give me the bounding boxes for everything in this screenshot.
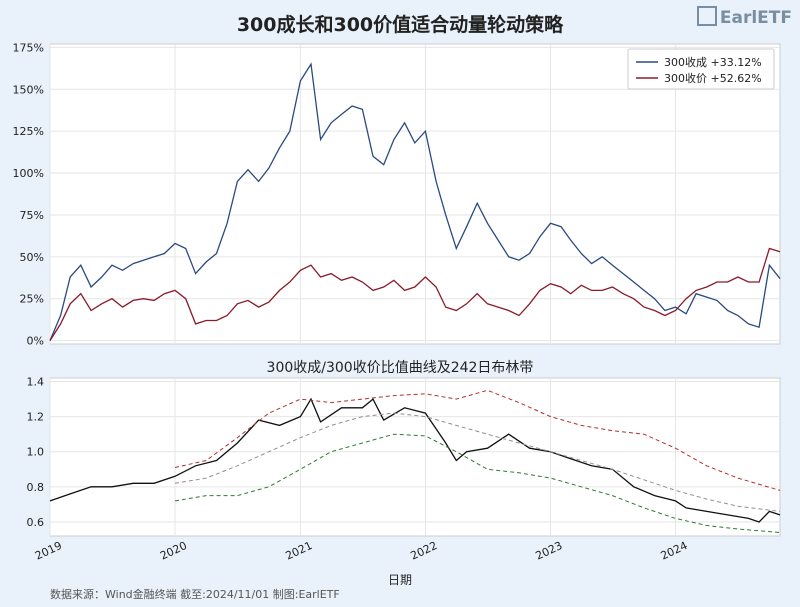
x-tick-label: 2023 bbox=[534, 539, 565, 563]
y-tick-label: 175% bbox=[13, 41, 44, 54]
plot-area bbox=[49, 377, 781, 537]
series-line-中轨 bbox=[174, 412, 781, 512]
y-tick-label: 0% bbox=[27, 335, 44, 348]
plot-area bbox=[49, 43, 781, 345]
series-line-300收价 bbox=[49, 247, 781, 341]
x-axis-label: 日期 bbox=[387, 573, 412, 587]
source-note: 数据来源：Wind金融终端 截至:2024/11/01 制图:EarlETF bbox=[50, 588, 340, 601]
series-line-比值 bbox=[49, 397, 781, 523]
x-tick-label: 2019 bbox=[33, 539, 64, 563]
y-tick-label: 125% bbox=[13, 125, 44, 138]
y-tick-label: 150% bbox=[13, 83, 44, 96]
series-line-300收成 bbox=[49, 62, 781, 341]
series-line-上轨 bbox=[174, 389, 781, 491]
y-tick-label: 50% bbox=[20, 251, 44, 264]
y-tick-label: 75% bbox=[20, 209, 44, 222]
logo: EarlETF bbox=[696, 6, 792, 28]
legend-entry: 300收成 +33.12% bbox=[664, 55, 762, 69]
y-tick-label: 1.4 bbox=[27, 376, 45, 389]
x-tick-label: 2021 bbox=[283, 539, 314, 563]
y-tick-label: 1.2 bbox=[27, 411, 45, 424]
x-tick-label: 2022 bbox=[409, 539, 440, 563]
logo-icon bbox=[696, 6, 717, 26]
series-line-下轨 bbox=[174, 433, 781, 533]
chart-subtitle: 300收成/300收价比值曲线及242日布林带 bbox=[266, 360, 534, 376]
logo-text: EarlETF bbox=[719, 8, 792, 28]
y-tick-label: 25% bbox=[20, 293, 44, 306]
y-tick-label: 0.8 bbox=[27, 481, 45, 494]
x-tick-label: 2020 bbox=[158, 539, 189, 563]
y-tick-label: 0.6 bbox=[27, 516, 45, 529]
y-tick-label: 1.0 bbox=[27, 446, 45, 459]
x-tick-label: 2024 bbox=[659, 539, 690, 563]
legend-box bbox=[627, 48, 775, 90]
y-tick-label: 100% bbox=[13, 167, 44, 180]
legend-entry: 300收价 +52.62% bbox=[664, 71, 762, 85]
chart-title: 300成长和300价值适合动量轮动策略 bbox=[236, 14, 564, 36]
